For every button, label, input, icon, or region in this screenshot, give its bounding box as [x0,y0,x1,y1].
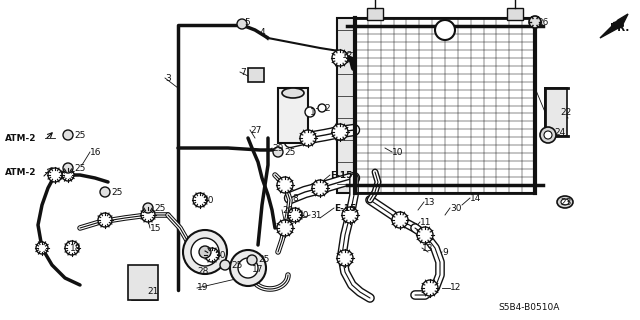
Text: 18: 18 [70,244,81,252]
Bar [355,18,535,193]
Text: FR.: FR. [610,23,629,33]
Bar [337,18,355,193]
Text: 8: 8 [292,194,298,203]
Text: 24: 24 [554,127,565,137]
Text: 11: 11 [420,218,431,227]
Text: 25: 25 [74,131,85,140]
Circle shape [332,124,348,140]
Circle shape [205,248,219,262]
Circle shape [305,107,315,117]
Circle shape [332,50,348,66]
Circle shape [143,203,153,213]
Text: 3: 3 [165,74,171,83]
Text: 31: 31 [310,211,321,220]
Circle shape [100,187,110,197]
Circle shape [288,208,302,222]
Circle shape [417,227,433,243]
Text: 12: 12 [450,284,461,292]
Text: 21: 21 [147,287,158,297]
Circle shape [435,20,455,40]
Text: 1: 1 [310,108,316,116]
Circle shape [273,147,283,157]
Text: 30: 30 [202,196,214,204]
Bar [545,88,567,136]
Polygon shape [600,14,628,38]
Text: 25: 25 [154,204,165,212]
Circle shape [230,250,266,286]
Text: 16: 16 [90,148,102,156]
Text: 25: 25 [231,260,243,269]
Text: 9: 9 [442,247,448,257]
Circle shape [238,258,258,278]
Text: ATM-2: ATM-2 [5,167,36,177]
Circle shape [392,212,408,228]
Circle shape [36,242,48,254]
Text: E-15: E-15 [330,171,353,180]
Circle shape [65,241,79,255]
Circle shape [318,104,326,112]
Circle shape [277,177,293,193]
Ellipse shape [561,199,569,205]
Text: 25: 25 [74,164,85,172]
Circle shape [98,213,112,227]
Bar [132,268,157,300]
Circle shape [277,220,293,236]
Circle shape [300,130,316,146]
Text: 14: 14 [470,194,481,203]
Circle shape [237,19,247,29]
Text: 17: 17 [252,266,264,275]
Text: 30: 30 [297,211,308,220]
Circle shape [63,130,73,140]
Text: 28: 28 [197,268,209,276]
Text: 7: 7 [240,68,246,76]
Bar [248,68,264,82]
Circle shape [342,207,358,223]
Circle shape [183,230,227,274]
Text: 23: 23 [560,197,572,206]
Text: 20: 20 [282,205,293,214]
Ellipse shape [282,88,304,98]
Text: 30: 30 [450,204,461,212]
Bar [278,88,308,143]
Text: 2: 2 [324,103,330,113]
Text: S5B4-B0510A: S5B4-B0510A [498,303,559,313]
Text: 5: 5 [244,18,250,27]
Text: 19: 19 [197,284,209,292]
Ellipse shape [557,196,573,208]
Polygon shape [128,265,158,300]
Circle shape [62,169,74,181]
Text: 22: 22 [560,108,572,116]
Circle shape [191,238,219,266]
Bar [507,8,523,20]
Circle shape [141,208,155,222]
Circle shape [193,193,207,207]
Text: E-15: E-15 [334,204,356,212]
Text: 25: 25 [111,188,122,196]
Text: 4: 4 [260,28,266,36]
Circle shape [63,163,73,173]
Text: ATM-2: ATM-2 [5,133,36,142]
Text: 15: 15 [150,223,161,233]
Circle shape [540,127,556,143]
Circle shape [48,168,62,182]
Circle shape [312,180,328,196]
Circle shape [199,246,211,258]
Text: 25: 25 [284,148,296,156]
Circle shape [529,16,541,28]
Circle shape [337,250,353,266]
Circle shape [247,255,257,265]
Text: 29: 29 [272,143,284,153]
Bar [367,8,383,20]
Circle shape [544,131,552,139]
Text: 10: 10 [392,148,403,156]
Circle shape [220,260,230,270]
Text: 12: 12 [342,51,353,60]
Text: 30: 30 [214,251,225,260]
Text: 25: 25 [258,255,269,265]
Text: 26: 26 [537,18,548,27]
Text: 13: 13 [422,244,433,252]
Text: 27: 27 [250,125,261,134]
Text: 13: 13 [424,197,435,206]
Circle shape [422,280,438,296]
